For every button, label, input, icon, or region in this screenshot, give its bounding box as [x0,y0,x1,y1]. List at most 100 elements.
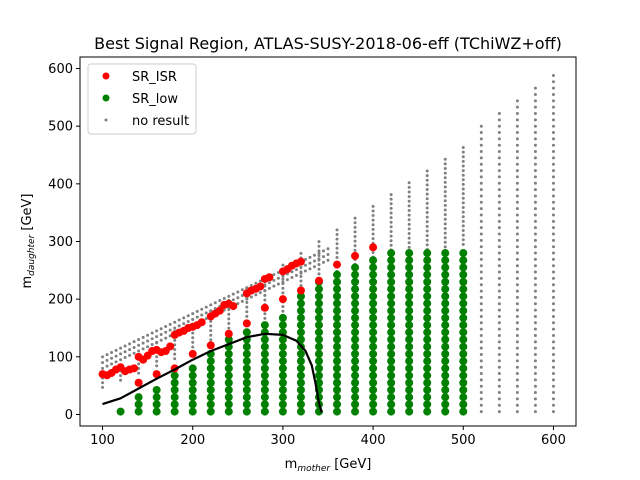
no-result-point [245,314,249,318]
no-result-point [173,320,177,324]
no-result-point [443,176,447,180]
sr-low-point [351,364,360,373]
no-result-point [533,238,537,242]
no-result-point [551,238,555,242]
sr-low-point [278,400,287,409]
sr-low-point [459,407,468,416]
sr-low-point [423,313,432,322]
no-result-point [132,340,136,344]
no-result-point [551,397,555,401]
no-result-point [272,278,276,282]
sr-low-point [423,378,432,387]
no-result-point [240,299,244,303]
no-result-point [101,361,105,365]
no-result-point [533,213,537,217]
no-result-point [263,312,267,316]
no-result-point [227,294,231,298]
no-result-point [425,243,429,247]
no-result-point [209,333,213,337]
x-tick-label: 300 [270,433,295,448]
no-result-point [497,175,501,179]
no-result-point [497,245,501,249]
sr-low-point [206,357,215,366]
no-result-point [551,257,555,261]
no-result-point [515,353,519,357]
no-result-point [461,150,465,154]
sr-low-point [333,299,342,308]
no-result-point [164,330,168,334]
sr-isr-point [256,282,265,291]
sr-low-point [333,292,342,301]
no-result-point [173,357,177,361]
no-result-point [443,162,447,166]
sr-low-point [459,321,468,330]
sr-low-point [459,299,468,308]
no-result-point [461,173,465,177]
no-result-point [236,296,240,300]
sr-low-point [351,299,360,308]
sr-low-point [333,285,342,294]
no-result-point [308,267,312,271]
no-result-point [236,290,240,294]
sr-low-point [423,249,432,258]
no-result-point [515,143,519,147]
no-result-point [407,190,411,194]
no-result-point [425,229,429,233]
no-result-point [461,182,465,186]
no-result-point [551,410,555,414]
no-result-point [371,204,375,208]
sr-low-point [314,292,323,301]
no-result-point [515,378,519,382]
sr-low-point [351,385,360,394]
no-result-point [497,124,501,128]
no-result-point [141,335,145,339]
no-result-point [128,348,132,352]
no-result-point [191,336,195,340]
sr-low-point [423,263,432,272]
no-result-point [551,270,555,274]
no-result-point [123,344,127,348]
no-result-point [515,188,519,192]
sr-low-point [170,407,179,416]
no-result-point [443,171,447,175]
sr-low-point [333,335,342,344]
sr-low-point [242,400,251,409]
no-result-point [515,314,519,318]
no-result-point [204,317,208,321]
no-result-point [461,219,465,223]
no-result-point [119,352,123,356]
sr-low-point [423,328,432,337]
sr-low-point [405,335,414,344]
no-result-point [533,353,537,357]
no-result-point [551,232,555,236]
sr-low-point [405,306,414,315]
no-result-point [497,162,501,166]
sr-low-point [242,407,251,416]
no-result-point [110,356,114,360]
no-result-point [150,337,154,341]
sr-low-point [405,349,414,358]
sr-low-point [206,393,215,402]
no-result-point [249,283,253,287]
legend-label-sr-isr: SR_ISR [132,70,177,85]
sr-low-point [351,277,360,286]
sr-low-point [369,357,378,366]
no-result-point [443,180,447,184]
no-result-point [479,264,483,268]
y-tick-label: 100 [48,350,73,365]
legend-label-no-result: no result [132,114,189,129]
sr-low-point [423,349,432,358]
sr-low-point [314,321,323,330]
sr-low-point [423,385,432,394]
sr-low-point [369,342,378,351]
no-result-point [137,349,141,353]
no-result-point [443,208,447,212]
no-result-point [186,314,190,318]
no-result-point [533,372,537,376]
sr-low-point [369,306,378,315]
sr-low-point [278,313,287,322]
no-result-point [551,188,555,192]
no-result-point [461,169,465,173]
sr-low-point [260,349,269,358]
chart-marks [98,73,555,416]
